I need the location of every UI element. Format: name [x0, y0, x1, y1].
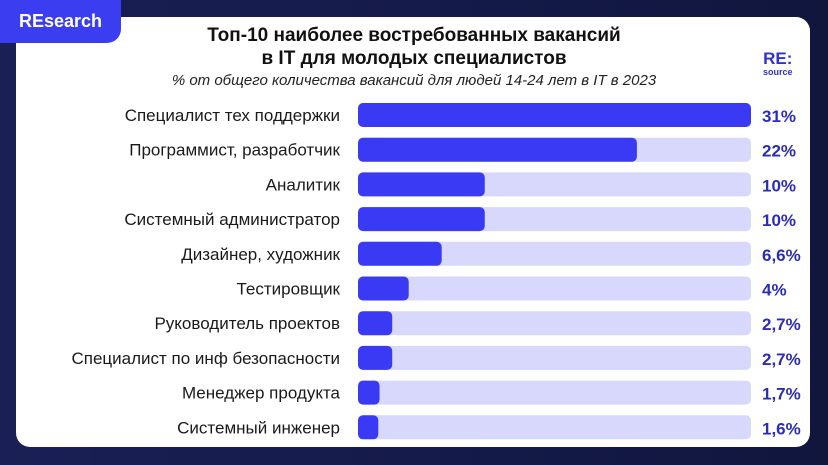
value-label: 1,7%: [762, 385, 801, 404]
category-label: Аналитик: [266, 175, 341, 194]
bar: [358, 137, 637, 162]
bar-track: [358, 311, 751, 336]
value-label: 2,7%: [762, 315, 801, 334]
value-label: 10%: [762, 176, 796, 195]
chart-subtitle: % от общего количества вакансий для люде…: [171, 72, 657, 89]
category-label: Системный инженер: [177, 418, 340, 437]
category-label: Системный администратор: [124, 210, 340, 229]
value-label: 2,7%: [762, 350, 801, 369]
resource-logo: RE: source: [763, 49, 793, 77]
category-label: Дизайнер, художник: [181, 245, 340, 264]
logo-bottom: source: [763, 67, 793, 77]
bar-track: [358, 276, 751, 301]
research-tab-badge: REsearch: [0, 0, 121, 43]
logo-top: RE:: [763, 49, 793, 68]
bar: [358, 276, 409, 301]
value-label: 6,6%: [762, 246, 801, 265]
category-label: Специалист по инф безопасности: [72, 349, 341, 368]
value-label: 1,6%: [762, 419, 801, 438]
value-label: 22%: [762, 142, 796, 161]
bar: [358, 415, 379, 440]
bar: [358, 207, 485, 232]
bar: [358, 380, 380, 405]
category-label: Руководитель проектов: [154, 314, 340, 333]
category-label: Специалист тех поддержки: [125, 106, 340, 125]
bar-track: [358, 415, 751, 440]
chart-title-line1: Топ-10 наиболее востребованных вакансий: [207, 25, 621, 46]
bar: [358, 172, 485, 197]
bar-track: [358, 241, 751, 266]
chart-title: Топ-10 наиболее востребованных вакансий …: [0, 24, 828, 70]
chart-title-line2: в IT для молодых специалистов: [261, 48, 567, 69]
bar: [358, 311, 393, 336]
chart-card: [16, 17, 810, 447]
category-label: Менеджер продукта: [182, 384, 341, 403]
value-label: 10%: [762, 211, 796, 230]
category-label: Тестировщик: [236, 280, 340, 299]
value-label: 4%: [762, 281, 787, 300]
bar: [358, 241, 442, 266]
value-label: 31%: [762, 107, 796, 126]
bar: [358, 103, 751, 127]
bar: [358, 345, 393, 370]
bar-track: [358, 380, 751, 405]
bar-track: [358, 345, 751, 370]
category-label: Программист, разработчик: [129, 141, 340, 160]
